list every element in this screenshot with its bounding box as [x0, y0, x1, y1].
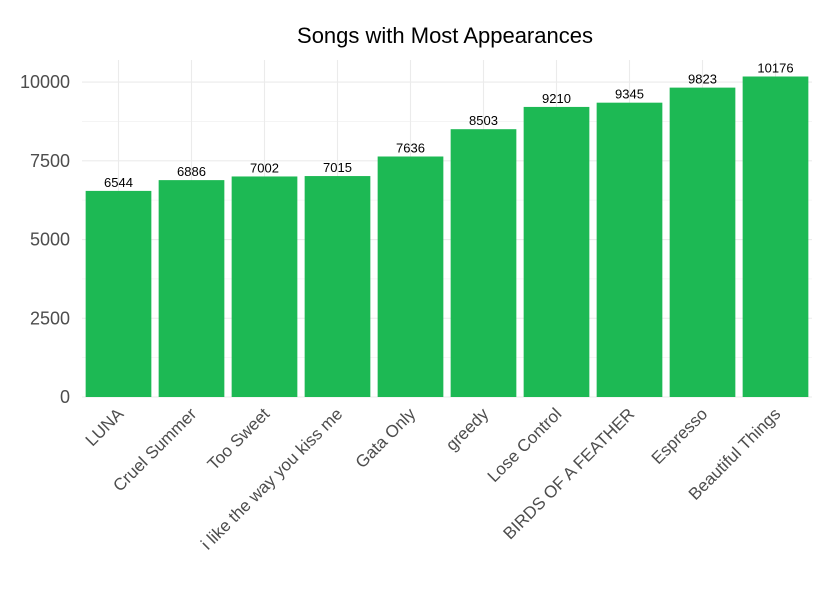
data-label: 9345: [615, 87, 644, 102]
data-label: 7636: [396, 141, 425, 156]
bar: [450, 129, 517, 397]
chart-title: Songs with Most Appearances: [297, 23, 593, 48]
bar: [231, 176, 298, 397]
x-tick-label: i like the way you kiss me: [197, 404, 346, 553]
bar: [523, 106, 590, 397]
data-label: 6886: [177, 164, 206, 179]
bar: [158, 180, 225, 397]
bar: [304, 176, 371, 397]
x-tick-label: Lose Control: [484, 404, 566, 486]
bar: [85, 190, 152, 397]
x-tick-label: Espresso: [648, 404, 712, 468]
y-tick-label: 0: [60, 387, 70, 407]
bar: [742, 76, 809, 398]
data-labels: 6544 6886 7002 7015 7636 8503 9210 9345 9823 1017…: [104, 61, 794, 190]
y-tick-label: 5000: [30, 230, 70, 250]
x-tick-label: BIRDS OF A FEATHER: [500, 404, 639, 543]
data-label: 6544: [104, 175, 133, 190]
x-tick-label: LUNA: [82, 404, 128, 450]
bars: [85, 76, 809, 398]
y-tick-label: 10000: [20, 72, 70, 92]
bar: [596, 102, 663, 397]
x-tick-label: Too Sweet: [204, 404, 274, 474]
data-label: 7002: [250, 160, 279, 175]
bar: [377, 156, 444, 397]
y-tick-label: 2500: [30, 308, 70, 328]
y-axis: 0 2500 5000 7500 10000: [20, 72, 70, 407]
y-tick-label: 7500: [30, 151, 70, 171]
data-label: 9210: [542, 91, 571, 106]
x-tick-label: Gata Only: [352, 404, 420, 472]
data-label: 7015: [323, 160, 352, 175]
x-tick-label: greedy: [442, 404, 493, 455]
data-label: 8503: [469, 113, 498, 128]
data-label: 9823: [688, 72, 717, 87]
data-label: 10176: [757, 61, 793, 76]
bar: [669, 87, 736, 397]
